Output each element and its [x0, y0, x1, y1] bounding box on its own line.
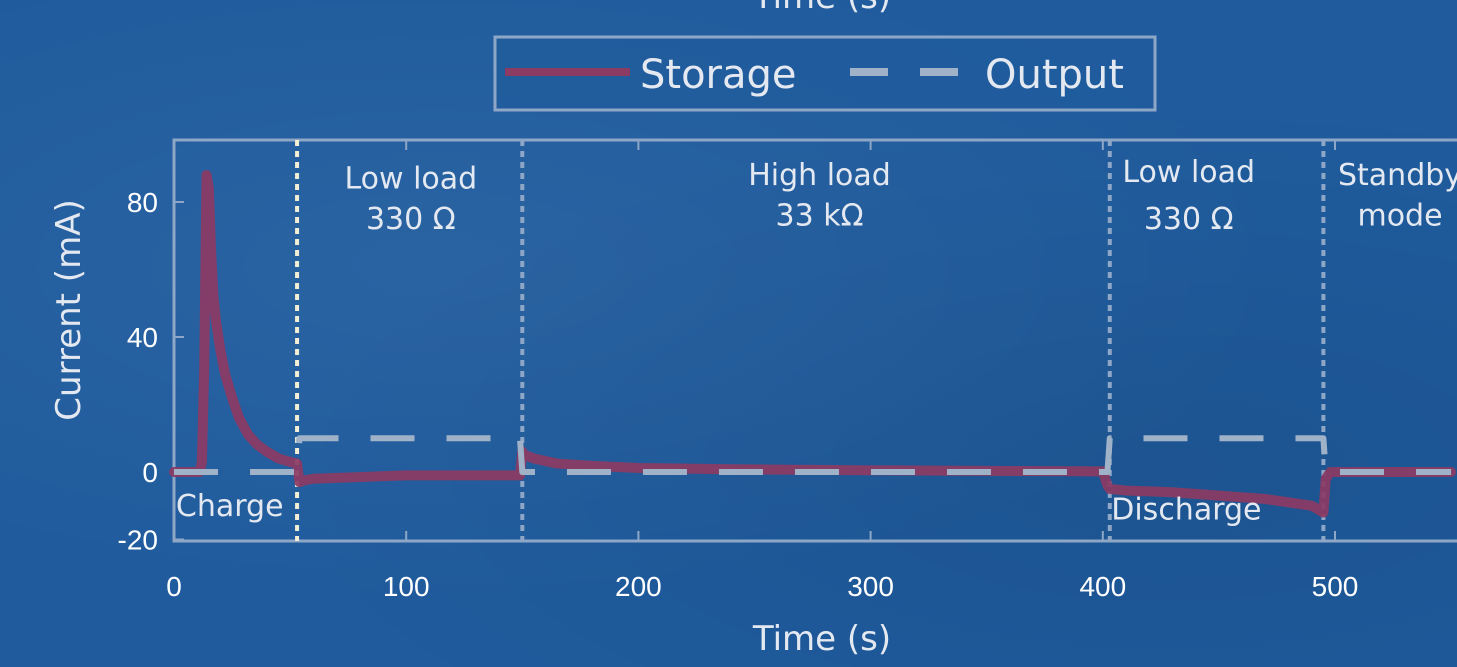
series-storage-point — [1171, 491, 1173, 493]
region-annotation: High load — [748, 158, 891, 193]
region-annotation: Discharge — [1111, 492, 1261, 527]
series-storage-point — [556, 463, 558, 465]
series-storage-point — [1329, 471, 1331, 473]
series-storage-point — [219, 350, 221, 351]
x-tick-label: 400 — [1079, 571, 1126, 602]
y-tick-label: -20 — [118, 525, 158, 556]
region-annotation: 330 Ω — [1144, 202, 1234, 237]
region-annotation: Standby — [1338, 158, 1457, 193]
series-storage-point — [405, 474, 407, 476]
legend-label-output: Output — [985, 52, 1124, 98]
x-tick-label: 200 — [615, 571, 662, 602]
series-storage-point — [359, 476, 361, 478]
series-storage-point — [210, 252, 212, 254]
x-tick-label: 300 — [847, 571, 894, 602]
series-output-line — [174, 435, 1452, 475]
x-tick-label: 100 — [383, 571, 430, 602]
series-storage-point — [296, 463, 298, 465]
y-tick-label: 40 — [127, 322, 158, 353]
y-tick-label: 80 — [127, 187, 158, 218]
series-storage-point — [498, 474, 500, 476]
series-storage-point — [1322, 512, 1324, 513]
series-storage-point — [231, 397, 233, 399]
series-storage-point — [1109, 488, 1111, 490]
plot-frame — [172, 138, 1457, 543]
y-axis-title: Current (mA) — [49, 199, 89, 420]
series-storage-point — [1125, 490, 1127, 492]
series-storage-point — [224, 373, 226, 375]
x-tick-label: 500 — [1312, 571, 1359, 602]
series-storage-point — [203, 370, 205, 372]
region-annotation: 330 Ω — [366, 202, 456, 237]
legend: Storage Output — [493, 35, 1157, 112]
axis-text-layer: 0 100 200 300 400 500 -20 0 40 80 Time (s) Current … — [49, 187, 1358, 659]
region-annotation: mode — [1357, 199, 1442, 234]
series-storage-point — [533, 458, 535, 459]
series-storage-point — [519, 474, 521, 476]
series-storage-point — [637, 467, 639, 469]
series-storage-point — [452, 474, 454, 476]
series-storage-point — [1325, 478, 1327, 480]
series-storage-point — [1311, 505, 1313, 507]
x-tick-label: 0 — [166, 571, 182, 602]
top-axis-title-layer: Time (s) — [752, 0, 891, 17]
series-storage-point — [312, 478, 314, 480]
series-storage-point — [277, 458, 279, 459]
ticks-layer — [173, 140, 1336, 541]
series-storage-point — [1218, 495, 1220, 497]
series-storage-point — [289, 461, 291, 463]
series-storage-point — [266, 451, 268, 453]
series-storage-point — [208, 188, 210, 189]
series-storage-point — [870, 469, 872, 471]
series-storage-point — [206, 174, 208, 176]
series-storage-point — [1106, 485, 1108, 486]
region-annotation: Low load — [1122, 155, 1255, 190]
region-annotation: Charge — [176, 489, 284, 524]
top-axis-title: Time (s) — [752, 0, 891, 17]
series-storage-point — [247, 434, 249, 436]
series-storage-point — [524, 454, 526, 456]
series-storage-point — [212, 296, 214, 297]
series-storage-point — [591, 465, 593, 467]
series-storage-point — [303, 479, 305, 481]
y-tick-label: 0 — [142, 457, 158, 488]
legend-label-storage: Storage — [640, 52, 797, 98]
region-annotation: 33 kΩ — [776, 199, 864, 234]
series-storage-point — [298, 481, 300, 483]
series-layer — [169, 170, 1457, 518]
plot-border — [172, 138, 1457, 543]
series-storage-point — [201, 461, 203, 463]
series-storage-point — [215, 319, 217, 321]
series-storage-point — [257, 444, 259, 446]
x-axis-title: Time (s) — [752, 619, 891, 659]
series-storage-point — [238, 417, 240, 419]
series-storage-point — [1264, 498, 1266, 500]
annotations-layer: Charge Low load 330 Ω High load 33 kΩ Low loa… — [176, 155, 1457, 528]
series-storage-point — [1009, 470, 1011, 472]
region-annotation: Low load — [344, 162, 477, 197]
